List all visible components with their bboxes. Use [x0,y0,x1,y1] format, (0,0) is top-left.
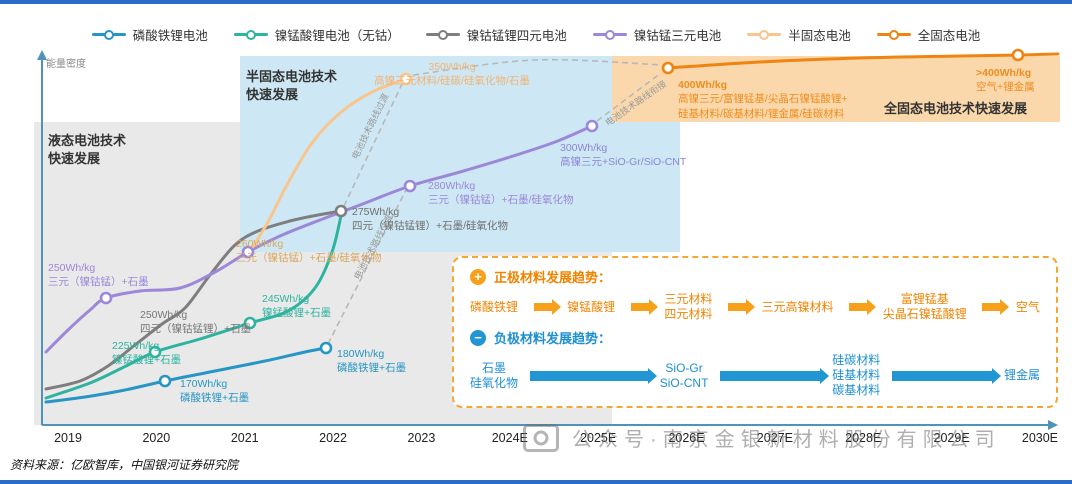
cathode-arrow-icon [727,303,746,311]
anode-trend-title-row: − 负极材料发展趋势： [470,328,1040,347]
anode-trend-row: 石墨 硅氧化物 SiO-Gr SiO-CNT 硅碳材料 硅基材料 碳基材料 锂金属 [470,353,1040,398]
legend-label: 镍钴锰三元电池 [633,29,722,43]
anode-arrow-icon [892,370,993,381]
cathode-trend-title: 正极材料发展趋势： [494,270,612,285]
plus-icon: + [470,268,486,285]
minus-icon: − [470,329,486,346]
legend-item-1: 镍锰酸锂电池（无钴） [233,25,400,44]
legend-item-5: 全固态电池 [876,25,981,44]
material-line: 硅氧化物 [470,375,519,390]
watermark-text: 公众号·南京金银新材料股份有限公司 [572,429,1001,451]
cathode-trend-title-row: + 正极材料发展趋势： [470,267,1040,286]
legend-line-marker [747,29,782,40]
cathode-material-item-5: 空气 [1016,300,1040,315]
anode-material-item-0: 石墨 硅氧化物 [470,361,518,391]
legend-dot-icon [604,29,615,40]
anode-arrow-icon [720,370,821,381]
anode-arrow-icon [529,370,648,381]
material-line: 石墨 [482,360,507,375]
anode-material-item-2: 硅碳材料 硅基材料 碳基材料 [832,353,880,398]
legend-line-marker [425,29,460,40]
material-line: 空气 [1015,299,1040,314]
materials-trend-box: + 正极材料发展趋势： 磷酸铁锂 镍锰酸锂 三元材料 四元材料 三元高镍材料 富锂锰基 尖晶… [452,256,1058,408]
legend-item-3: 镍钴锰三元电池 [592,25,722,44]
cathode-material-item-2: 三元材料 四元材料 [664,292,712,322]
camera-icon [523,423,559,452]
material-line: 四元材料 [664,307,713,321]
legend-dot-icon [437,29,448,40]
chart-legend: 磷酸铁锂电池 镍锰酸锂电池（无钴） 镍钴锰锂四元电池 镍钴锰三元电池 半固态电池 全固态电… [0,25,1072,44]
material-line: 硅碳材料 [832,353,881,367]
legend-dot-icon [245,29,256,40]
cathode-arrow-icon [630,303,649,311]
material-line: SiO-Gr [665,360,703,375]
legend-item-2: 镍钴锰锂四元电池 [425,25,567,44]
material-line: 三元材料 [664,292,713,306]
region-solid-state-battery [612,56,1060,122]
cathode-material-item-0: 磷酸铁锂 [470,300,518,315]
legend-dot-icon [103,29,114,40]
legend-dot-icon [759,29,770,40]
legend-line-marker [876,29,911,40]
legend-label: 镍锰酸锂电池（无钴） [274,29,400,43]
cathode-arrow-icon [982,303,1001,311]
legend-label: 全固态电池 [917,29,981,43]
cathode-arrow-icon [849,303,868,311]
legend-line-marker [592,29,627,40]
cathode-trend-row: 磷酸铁锂 镍锰酸锂 三元材料 四元材料 三元高镍材料 富锂锰基 尖晶石镍锰酸锂 空气 [470,292,1040,322]
material-line: 锂金属 [1003,368,1040,382]
anode-material-item-1: SiO-Gr SiO-CNT [660,361,709,391]
watermark: 公众号·南京金银新材料股份有限公司 [523,423,1001,452]
material-line: 碳基材料 [832,383,881,397]
material-line: 磷酸铁锂 [470,299,519,314]
cathode-material-item-4: 富锂锰基 尖晶石镍锰酸锂 [883,292,967,322]
material-line: 镍锰酸锂 [567,299,616,314]
anode-trend-title: 负极材料发展趋势： [494,331,612,346]
legend-line-marker [91,29,126,40]
material-line: 三元高镍材料 [761,299,834,314]
legend-label: 半固态电池 [788,29,851,43]
material-line: SiO-CNT [659,375,709,390]
legend-label: 镍钴锰锂四元电池 [466,29,567,43]
cathode-material-item-3: 三元高镍材料 [762,300,834,315]
material-line: 尖晶石镍锰酸锂 [882,307,967,321]
legend-dot-icon [888,29,899,40]
cathode-material-item-1: 镍锰酸锂 [567,300,615,315]
material-line: 富锂锰基 [900,292,949,306]
top-border [0,0,1072,4]
material-line: 硅基材料 [832,368,881,382]
legend-line-marker [233,29,268,40]
anode-material-item-3: 锂金属 [1004,368,1040,383]
legend-item-0: 磷酸铁锂电池 [91,25,208,44]
source-note: 资料来源：亿欧智库，中国银河证券研究院 [10,458,239,472]
cathode-arrow-icon [533,303,552,311]
legend-item-4: 半固态电池 [747,25,851,44]
bottom-border [0,480,1072,484]
legend-label: 磷酸铁锂电池 [132,29,208,43]
